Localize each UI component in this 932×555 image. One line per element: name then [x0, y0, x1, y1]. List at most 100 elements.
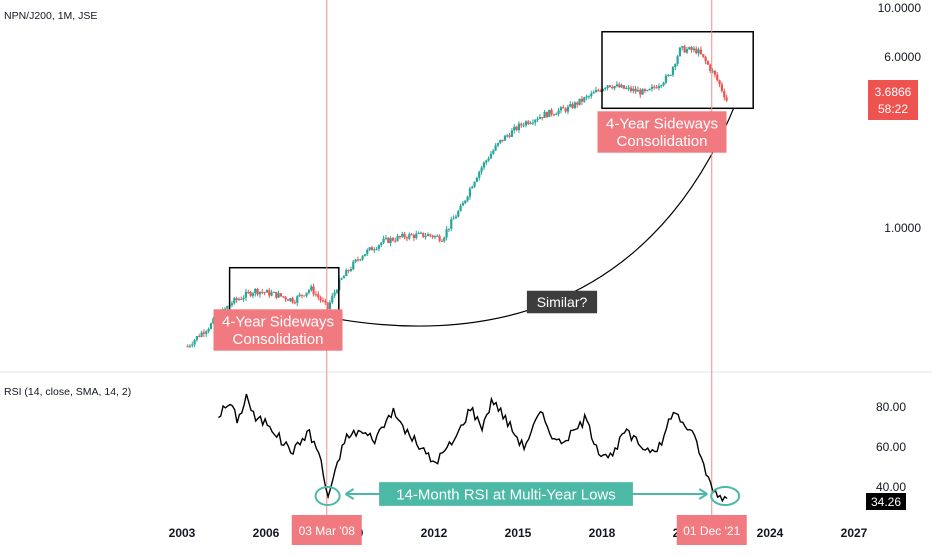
candle-up: [296, 296, 299, 303]
candle-down: [639, 89, 642, 95]
candle-up: [646, 90, 649, 92]
candle-up: [363, 254, 367, 257]
candle-up: [424, 236, 427, 238]
candle-down: [611, 87, 614, 89]
rsi-arrow-head-left: [345, 488, 355, 500]
candle-down: [597, 90, 600, 92]
candle-down: [438, 235, 441, 241]
candle-up: [310, 286, 313, 291]
candle-up: [368, 247, 371, 250]
candle-up: [384, 237, 388, 239]
candle-up: [459, 205, 462, 212]
candle-up: [205, 331, 208, 334]
rsi-last-badge: 34.26: [866, 493, 906, 510]
candle-down: [725, 97, 728, 101]
candle-up: [496, 142, 500, 146]
candle-up: [669, 74, 672, 76]
annotation-rsi-lows: 14-Month RSI at Multi-Year Lows: [379, 482, 633, 506]
candle-up: [578, 98, 581, 105]
annotation-consolidation-2021-text: Consolidation: [617, 133, 708, 150]
candle-up: [587, 96, 591, 98]
candle-down: [412, 234, 416, 239]
candle-up: [632, 88, 635, 91]
candle-down: [599, 90, 602, 92]
candle-down: [249, 292, 252, 296]
candle-down: [634, 88, 637, 92]
price-axis-tick: 6.0000: [884, 50, 921, 64]
candle-down: [263, 292, 266, 294]
candle-down: [723, 90, 726, 98]
candle-down: [618, 84, 621, 88]
candle-down: [202, 332, 206, 334]
candle-up: [382, 238, 385, 243]
candle-up: [230, 303, 234, 306]
candle-up: [193, 339, 196, 345]
rsi-low-circle-2021: [710, 486, 741, 506]
candle-down: [387, 237, 390, 243]
annotation-consolidation-2008-text: Consolidation: [233, 331, 324, 348]
time-axis-tick: 2018: [589, 526, 616, 540]
candle-up: [473, 181, 476, 187]
candle-up: [242, 297, 245, 300]
candle-up: [583, 97, 586, 102]
date-marker-badge: 01 Dec '21: [676, 515, 747, 545]
candle-up: [277, 293, 280, 298]
candle-up: [625, 88, 628, 90]
candle-up: [426, 234, 430, 237]
candle-up: [457, 211, 460, 217]
candle-down: [508, 135, 511, 137]
candle-up: [510, 130, 514, 137]
date-marker-label: 03 Mar '08: [299, 524, 356, 538]
annotation-similar-bg: [526, 290, 598, 314]
candle-up: [464, 200, 467, 204]
candle-up: [188, 345, 192, 347]
candle-up: [419, 232, 423, 234]
candle-up: [590, 93, 593, 97]
candle-up: [480, 167, 483, 172]
candle-up: [529, 122, 532, 124]
candle-up: [664, 75, 668, 83]
candle-down: [326, 302, 329, 310]
candle-down: [520, 123, 523, 126]
candle-down: [552, 114, 556, 116]
candle-up: [237, 298, 241, 300]
candle-up: [396, 236, 399, 241]
candle-down: [515, 126, 518, 130]
candle-up: [340, 278, 343, 280]
candle-up: [345, 270, 348, 277]
candle-down: [629, 87, 633, 91]
candle-down: [284, 296, 287, 300]
candle-up: [447, 228, 451, 230]
candle-down: [545, 112, 549, 117]
candle-up: [524, 121, 528, 126]
candle-up: [674, 63, 677, 67]
time-axis-tick: 2006: [253, 526, 280, 540]
candle-up: [333, 292, 336, 296]
candle-up: [342, 276, 346, 279]
candle-down: [716, 74, 719, 81]
candle-up: [445, 229, 448, 238]
candle-up: [592, 92, 595, 94]
candle-up: [377, 245, 381, 249]
candle-down: [312, 286, 315, 295]
candle-up: [585, 96, 588, 98]
last-price-value: 3.6866: [875, 85, 912, 99]
candle-up: [408, 234, 411, 239]
candle-up: [531, 122, 535, 124]
candle-down: [240, 298, 243, 300]
candle-up: [489, 153, 493, 159]
candle-up: [417, 232, 420, 234]
candle-up: [648, 88, 651, 91]
candle-down: [286, 299, 290, 301]
time-axis-tick: 2024: [757, 526, 784, 540]
candle-up: [352, 261, 355, 270]
candle-down: [562, 107, 565, 109]
candle-down: [580, 98, 584, 102]
candle-up: [685, 49, 689, 53]
candle-up: [620, 85, 623, 88]
candle-down: [279, 293, 283, 297]
candle-up: [450, 219, 453, 229]
